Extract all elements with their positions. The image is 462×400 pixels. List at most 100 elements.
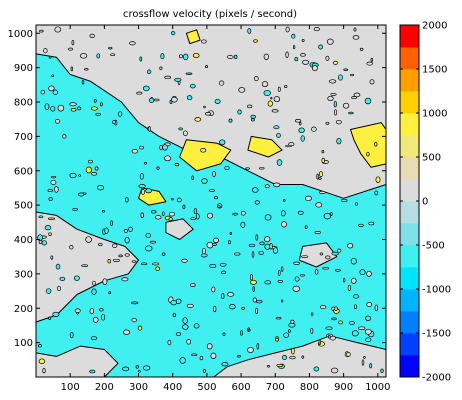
contour-speckle	[300, 53, 306, 57]
contour-speckle	[214, 98, 221, 104]
x-tick-label: 200	[95, 382, 114, 393]
contour-speckle	[131, 317, 137, 323]
x-tick-label: 900	[334, 382, 353, 393]
colorbar-segment	[400, 25, 419, 48]
contour-speckle	[273, 182, 281, 188]
contour-speckle	[232, 212, 239, 216]
contour-speckle	[44, 103, 50, 111]
contour-speckle	[89, 33, 95, 39]
contour-speckle	[348, 321, 355, 325]
contour-speckle	[38, 215, 44, 219]
contour-speckle	[164, 75, 172, 80]
contour-speckle	[289, 355, 296, 360]
contour-speckle	[200, 253, 208, 258]
contour-speckle	[234, 252, 241, 256]
contour-speckle	[350, 277, 357, 284]
x-tick-label: 800	[300, 382, 319, 393]
contour-speckle	[294, 276, 300, 282]
colorbar-segment	[400, 223, 419, 246]
colorbar-segment	[400, 157, 419, 180]
contour-speckle	[369, 79, 375, 85]
contour-speckle	[271, 109, 279, 113]
contour-speckle	[121, 277, 129, 282]
colorbar-tick-label: 1500	[422, 65, 447, 76]
contour-speckle	[280, 299, 284, 303]
contour-speckle	[364, 97, 372, 105]
contour-speckle	[374, 141, 378, 147]
contour-speckle	[352, 294, 360, 299]
contour-speckle	[325, 326, 333, 331]
contour-speckle	[288, 322, 296, 328]
contour-speckle	[69, 332, 74, 339]
contour-speckle	[170, 197, 174, 201]
contour-speckle	[285, 26, 290, 33]
contour-speckle	[144, 245, 153, 252]
contour-speckle	[233, 54, 238, 60]
contour-speckle	[112, 243, 118, 248]
contour-speckle	[69, 172, 77, 179]
contour-speckle	[281, 355, 288, 360]
contour-speckle	[71, 39, 75, 46]
contour-speckle	[365, 337, 372, 342]
contour-speckle	[297, 210, 304, 215]
contour-speckle	[221, 362, 229, 367]
contour-speckle	[361, 359, 365, 366]
contour-speckle	[255, 307, 258, 315]
contour-speckle	[131, 260, 137, 263]
contour-speckle	[89, 369, 96, 374]
contour-speckle	[333, 109, 338, 116]
contour-speckle	[202, 247, 206, 255]
contour-speckle	[93, 98, 97, 103]
colorbar-segment	[400, 135, 419, 158]
contour-speckle	[263, 89, 271, 97]
contour-speckle	[162, 144, 168, 151]
y-tick-label: 200	[14, 304, 33, 315]
contour-speckle	[288, 329, 291, 333]
contour-speckle	[110, 53, 116, 57]
y-tick-label: 500	[14, 201, 33, 212]
contour-speckle	[210, 352, 217, 359]
contour-speckle	[330, 92, 337, 96]
colorbar-segment	[400, 355, 419, 378]
contour-speckle	[74, 308, 81, 313]
contour-speckle	[92, 280, 96, 286]
chart-title: crossflow velocity (pixels / second)	[123, 9, 297, 20]
contour-speckle	[251, 118, 255, 122]
contour-speckle	[304, 225, 308, 229]
colorbar-segment	[400, 69, 419, 92]
contour-speckle	[44, 225, 52, 231]
contour-speckle	[112, 120, 116, 125]
contour-speckle	[280, 210, 286, 217]
contour-speckle	[252, 286, 255, 292]
contour-speckle	[226, 55, 234, 59]
contour-speckle	[191, 175, 194, 181]
contour-speckle	[124, 253, 130, 257]
contour-speckle	[182, 317, 188, 324]
y-tick-label: 600	[14, 166, 33, 177]
contour-speckle	[124, 236, 130, 244]
x-tick-label: 100	[61, 382, 80, 393]
contour-speckle	[292, 45, 296, 50]
contour-speckle	[145, 232, 151, 239]
contour-speckle	[338, 320, 343, 325]
contour-speckle	[213, 305, 217, 313]
contour-speckle	[366, 270, 372, 277]
contour-speckle	[138, 145, 144, 150]
contour-speckle	[332, 60, 339, 65]
contour-speckle	[91, 172, 98, 176]
contour-speckle	[236, 354, 241, 358]
x-tick-label: 1000	[365, 382, 390, 393]
contour-speckle	[149, 240, 156, 244]
contour-speckle	[174, 77, 182, 82]
contour-speckle	[291, 347, 295, 355]
contour-speckle	[264, 243, 271, 250]
contour-speckle	[203, 368, 206, 373]
contour-speckle	[290, 319, 295, 324]
contour-speckle	[276, 132, 281, 138]
contour-speckle	[264, 214, 272, 221]
contour-speckle	[148, 97, 155, 103]
contour-speckle	[221, 270, 227, 275]
contour-speckle	[128, 226, 133, 232]
contour-speckle	[363, 356, 366, 359]
contour-speckle	[183, 130, 188, 136]
